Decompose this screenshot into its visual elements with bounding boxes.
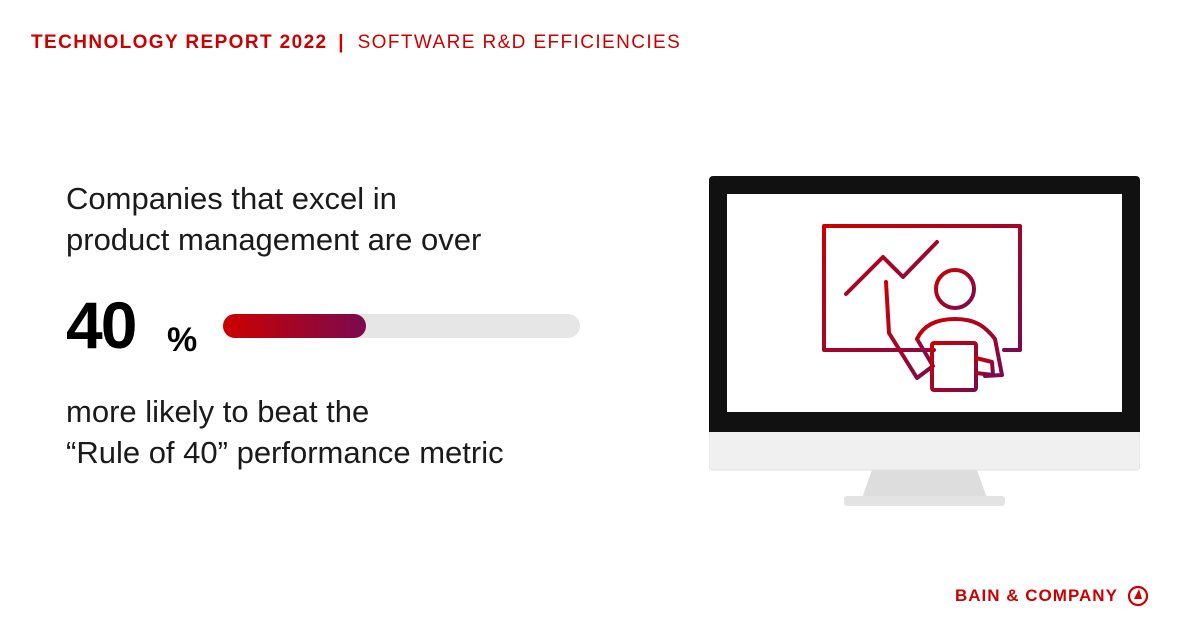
presentation-monitor-icon [708, 176, 1141, 506]
monitor-illustration [708, 176, 1141, 506]
stat-unit: % [167, 321, 198, 359]
progress-bar-fill [223, 314, 366, 338]
report-title: TECHNOLOGY REPORT 2022 [31, 32, 328, 53]
trail-line-1: more likely to beat the [66, 394, 370, 429]
bain-compass-icon [1127, 585, 1149, 607]
lead-line-1: Companies that excel in [66, 181, 397, 216]
stat-number: 40 [66, 288, 137, 362]
company-logo: BAIN & COMPANY [955, 585, 1149, 607]
lead-line-2: product management are over [66, 222, 482, 257]
trail-line-2: “Rule of 40” performance metric [66, 435, 504, 470]
trail-text: more likely to beat the “Rule of 40” per… [66, 391, 504, 473]
report-subtitle: SOFTWARE R&D EFFICIENCIES [357, 32, 682, 53]
report-header: TECHNOLOGY REPORT 2022 | SOFTWARE R&D EF… [31, 31, 681, 55]
company-name: BAIN & COMPANY [955, 586, 1118, 605]
header-separator: | [338, 32, 345, 53]
progress-bar-track [223, 314, 580, 338]
lead-text: Companies that excel in product manageme… [66, 178, 481, 260]
